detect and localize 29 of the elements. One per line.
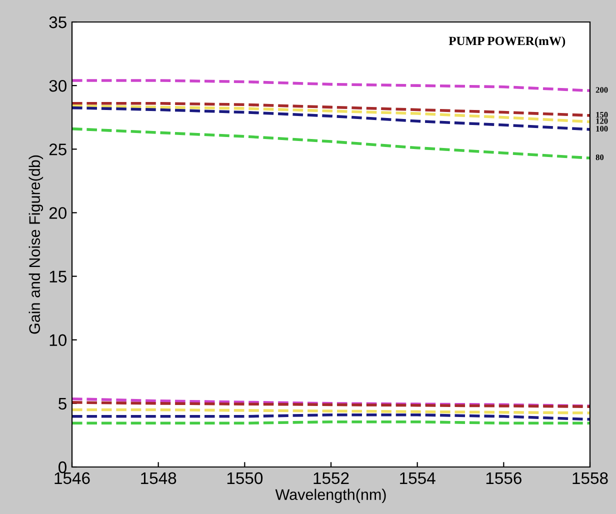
x-tick-label: 1552 <box>314 472 349 484</box>
y-tick-label: 0 <box>58 461 66 474</box>
x-axis-title: Wavelength(nm) <box>275 488 386 504</box>
line-series <box>72 127 590 160</box>
y-tick-label: 35 <box>49 16 66 28</box>
y-tick-label: 15 <box>50 270 66 282</box>
line-series <box>72 106 590 131</box>
line-series <box>72 104 590 124</box>
y-tick-label: 20 <box>49 207 66 219</box>
line-series <box>72 397 590 408</box>
y-tick-label: 25 <box>49 144 66 156</box>
y-tick-label: 10 <box>50 334 66 346</box>
series-label: 200 <box>596 87 608 93</box>
y-tick-label: 5 <box>58 398 66 410</box>
y-tick-label: 30 <box>49 80 66 92</box>
series-label: 100 <box>596 126 608 132</box>
series-label: 120 <box>596 118 608 124</box>
line-series <box>72 102 590 117</box>
x-tick-label: 1556 <box>486 472 522 484</box>
x-tick-label: 1550 <box>227 472 263 484</box>
line-series <box>72 79 590 92</box>
x-tick-label: 1546 <box>54 472 90 484</box>
y-axis-title: Gain and Noise Figure(db) <box>28 155 44 334</box>
x-tick-label: 1554 <box>400 472 436 484</box>
x-tick-label: 1558 <box>572 472 608 484</box>
annotation: PUMP POWER(mW) <box>448 36 566 48</box>
x-tick-label: 1548 <box>141 472 176 484</box>
series-label: 150 <box>596 112 608 118</box>
series-label: 80 <box>596 154 604 160</box>
